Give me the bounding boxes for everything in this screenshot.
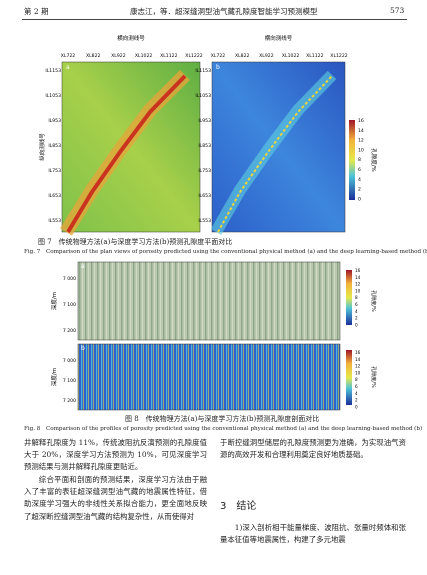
- axis-title: 横向测线号: [117, 34, 145, 42]
- colorbar-title: 孔隙度/%: [370, 290, 377, 312]
- header-rule: [22, 19, 407, 20]
- y-tick-label: IL553: [48, 218, 61, 224]
- x-tick-label: XL1022: [135, 53, 152, 59]
- colorbar-tick: 16: [358, 118, 364, 124]
- y-tick-label: IL1153: [195, 68, 211, 74]
- x-tick-label: XL722: [211, 53, 226, 59]
- y-tick-label: 7 100: [63, 378, 76, 384]
- paragraph: 井解释孔隙度为 11%，传统波阻抗反演预测的孔隙度值大于 20%，深度学习方法预…: [24, 438, 207, 472]
- colorbar-tick: 8: [355, 295, 358, 300]
- y-tick-label: 7 100: [63, 302, 76, 308]
- colorbar-tick: 10: [358, 147, 364, 153]
- colorbar-tick: 12: [355, 282, 361, 287]
- figures: 横向测线号 XL722 XL822 XL922 XL1022 XL1122 XL1222 IL…: [38, 34, 378, 411]
- section-heading: 3 结论: [220, 501, 257, 512]
- axis-title: 纵向测线号: [38, 133, 46, 161]
- x-tick-label: XL1022: [282, 53, 299, 59]
- colorbar-tick: 2: [355, 398, 358, 403]
- colorbar-tick: 16: [355, 350, 361, 355]
- x-tick-label: XL822: [235, 53, 250, 59]
- y-tick-label: IL853: [198, 143, 211, 149]
- colorbar-title: 孔隙度/%: [370, 366, 377, 388]
- y-tick-label: IL1053: [45, 93, 61, 99]
- colorbar-tick: 16: [355, 268, 361, 273]
- paragraph: 1)深入剖析相干能量梯度、波阻抗、张量时频体和张量本征值等地震属性，构建了多元地…: [220, 523, 406, 545]
- y-tick-label: IL753: [198, 168, 211, 174]
- x-tick-label: XL922: [259, 53, 274, 59]
- y-tick-label: IL853: [48, 143, 61, 149]
- colorbar-tick: 12: [358, 138, 364, 144]
- y-tick-label: IL753: [48, 168, 61, 174]
- y-tick-label: IL1153: [45, 68, 61, 74]
- colorbar-tick: 14: [358, 128, 364, 134]
- colorbar-tick: 14: [355, 275, 361, 280]
- colorbar-tick: 0: [355, 322, 358, 327]
- x-tick-label: XL822: [86, 53, 101, 59]
- y-tick-label: 7 200: [63, 328, 76, 334]
- x-tick-label: XL1122: [306, 53, 323, 59]
- colorbar-tick: 0: [358, 196, 361, 202]
- fig8-colorbar-b: [346, 350, 352, 405]
- colorbar-tick: 10: [355, 370, 361, 375]
- paragraph: 综合平面和剖面的预测结果，深度学习方法由于融入了丰富的表征超深缝洞型油气藏的地震…: [24, 475, 207, 521]
- y-tick-label: 7 000: [63, 358, 76, 364]
- paragraph: 于断控缝洞型储层的孔隙度预测更为准确，为实现油气资源的高效开发和合理利用奠定良好…: [220, 438, 406, 460]
- running-title: 康志江，等．超深缝洞型油气藏孔隙度智能学习预测模型: [130, 7, 318, 16]
- colorbar-tick: 2: [355, 316, 358, 321]
- issue: 第 2 期: [24, 7, 49, 16]
- colorbar-tick: 2: [358, 187, 361, 193]
- panel-label: a: [81, 263, 85, 270]
- page-number: 573: [390, 6, 405, 15]
- colorbar-tick: 14: [355, 357, 361, 362]
- x-tick-label: XL1222: [330, 53, 347, 59]
- fig8-caption-en: Fig. 8 Comparison of the profiles of por…: [24, 426, 423, 432]
- colorbar-tick: 4: [358, 177, 361, 183]
- fig7-caption-en: Fig. 7 Comparison of the plan views of p…: [24, 249, 427, 255]
- colorbar-tick: 4: [355, 391, 358, 396]
- axis-title: 深度/m: [50, 368, 58, 386]
- y-tick-label: 7 200: [63, 398, 76, 404]
- fig8-panel-b: [77, 343, 341, 411]
- colorbar-tick: 6: [355, 302, 358, 307]
- colorbar-tick: 6: [355, 384, 358, 389]
- axis-title: 横向测线号: [265, 34, 293, 42]
- colorbar-tick: 8: [358, 157, 361, 163]
- fig7-panel-a: [60, 61, 201, 236]
- x-tick-label: XL1222: [185, 53, 202, 59]
- colorbar-title: 孔隙度/%: [370, 148, 378, 172]
- axis-title: 深度/m: [50, 292, 58, 310]
- colorbar-tick: 12: [355, 364, 361, 369]
- x-tick-label: XL1122: [160, 53, 177, 59]
- colorbar-tick: 8: [355, 377, 358, 382]
- y-tick-label: IL953: [48, 118, 61, 124]
- y-tick-label: IL653: [198, 193, 211, 199]
- colorbar-tick: 6: [358, 167, 361, 173]
- y-tick-label: IL653: [48, 193, 61, 199]
- colorbar-tick: 0: [355, 404, 358, 409]
- x-tick-label: XL722: [61, 53, 76, 59]
- fig7-colorbar: [349, 120, 355, 200]
- x-tick-label: XL922: [111, 53, 126, 59]
- fig8-caption-zh: 图 8 传统物理方法(a)与深度学习方法(b)预测孔隙度剖面对比: [125, 415, 320, 423]
- y-tick-label: 7 000: [63, 276, 76, 282]
- y-tick-label: IL553: [198, 218, 211, 224]
- y-tick-label: IL953: [198, 118, 211, 124]
- panel-label: b: [81, 345, 85, 352]
- panel-label: b: [216, 64, 220, 71]
- fig7-panel-b: [210, 61, 346, 235]
- fig8-panel-a: [77, 261, 341, 341]
- fig7-caption-zh: 图 7 传统物理方法(a)与深度学习方法(b)预测孔隙度平面对比: [38, 238, 233, 246]
- y-tick-label: IL1053: [195, 93, 211, 99]
- panel-label: a: [66, 64, 70, 71]
- colorbar-tick: 10: [355, 288, 361, 293]
- fig8-colorbar-a: [346, 270, 352, 325]
- colorbar-tick: 4: [355, 309, 358, 314]
